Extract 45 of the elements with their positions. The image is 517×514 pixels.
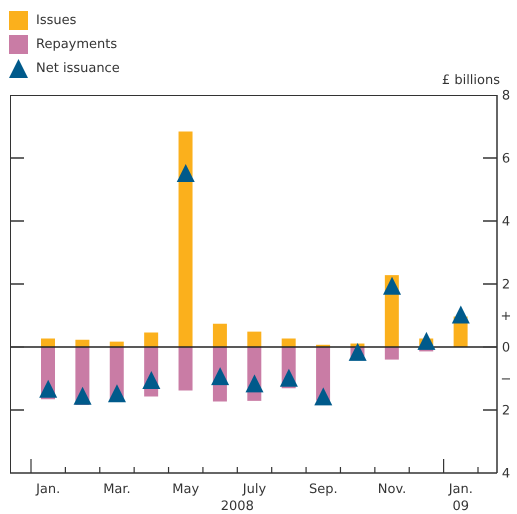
x-tick-label: Jan. [35,482,60,497]
point [314,387,332,406]
bar [41,338,55,347]
x-tick-label: May [172,482,200,497]
x-tick-label: Mar. [103,482,131,497]
x-tick-label: Jan. [448,482,473,497]
y-axis-title: £ billions [442,73,500,88]
x-tick-label: Nov. [378,482,406,497]
point [108,384,126,402]
bar [247,332,262,347]
point [176,164,195,182]
bar [144,332,158,347]
legend-label: Net issuance [36,60,120,76]
text: 2008 [220,499,254,514]
point [417,332,436,350]
point [246,374,264,392]
bar [282,338,296,347]
point [452,305,470,324]
y-tick-label: 8 [502,88,510,104]
bar [384,347,399,360]
point [280,368,298,387]
y-tick-label: + [500,309,512,324]
y-tick-label: 2 [502,278,510,293]
bar [110,342,124,347]
point [39,380,58,398]
x-tick-label: July [242,482,266,497]
bar [212,324,227,347]
point [74,386,92,405]
y-tick-label: 0 [502,340,510,356]
bar [75,340,90,347]
legend-label: Repayments [36,36,118,52]
point [142,370,160,389]
text: 09 [452,499,470,514]
bar [178,132,193,347]
x-tick-label: Sep. [308,482,338,497]
point [211,367,230,386]
bar [178,347,193,390]
y-tick-label: − [500,372,512,388]
point [348,342,367,361]
point [383,276,402,295]
y-tick-label: 4 [502,214,510,230]
y-tick-label: 4 [502,466,510,482]
legend-label: Issues [36,12,76,28]
y-tick-label: 6 [502,152,510,167]
y-tick-label: 2 [502,404,510,419]
